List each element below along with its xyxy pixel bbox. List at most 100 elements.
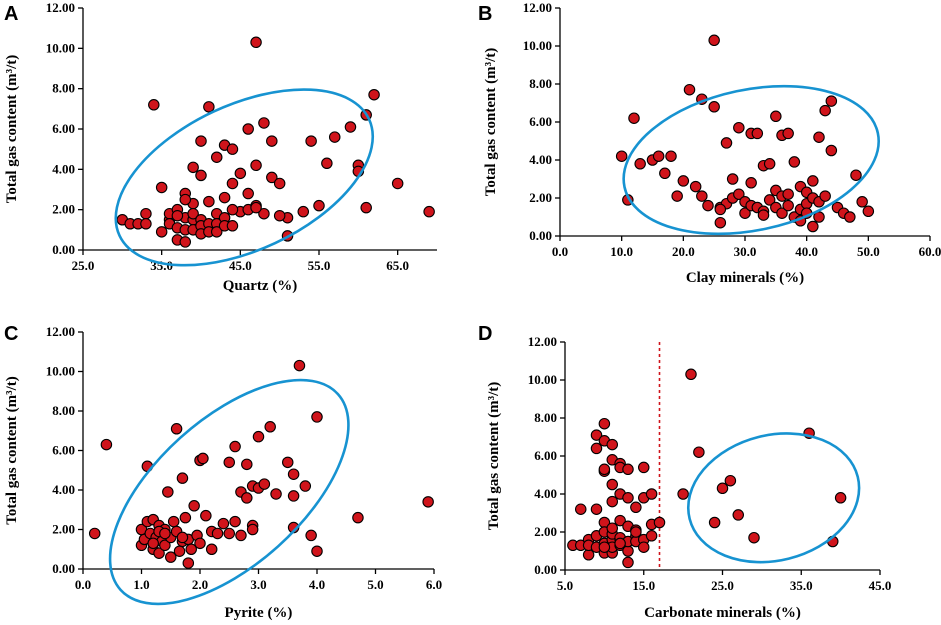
data-point-c [159, 527, 171, 540]
x-tick-label-a: 45.0 [229, 258, 252, 273]
data-point-b [763, 158, 776, 170]
data-point-b [733, 188, 745, 200]
data-point-c [200, 509, 212, 522]
x-tick-label-b: 0.0 [552, 244, 568, 259]
x-tick-label-d: 35.0 [790, 578, 813, 593]
data-point-c [162, 486, 174, 498]
data-point-d [622, 492, 634, 504]
panel-d: D 0.00 2.00 4.00 6.00 8.00 10.00 12.00 5.0 15.0 2… [478, 323, 891, 621]
data-point-b [714, 203, 727, 216]
data-point-c [258, 478, 271, 490]
data-point-a [226, 177, 239, 190]
data-point-d [574, 503, 587, 515]
data-point-a [226, 203, 239, 216]
data-point-a [250, 36, 262, 49]
data-point-b [702, 199, 714, 212]
x-tick-label-a: 65.0 [386, 258, 409, 273]
data-point-c [176, 531, 189, 544]
data-point-c [173, 545, 186, 557]
y-tick-label-c: 2.00 [52, 522, 75, 537]
x-tick-label-d: 5.0 [557, 578, 573, 593]
panel-label-c: C [4, 323, 18, 345]
data-point-a [187, 161, 199, 174]
data-point-c [422, 496, 434, 508]
x-tick-label-c: 6.0 [426, 577, 442, 592]
y-tick-label-a: 6.00 [52, 121, 75, 136]
data-point-c [211, 527, 224, 540]
data-point-a [250, 201, 262, 214]
data-point-a [234, 167, 247, 180]
data-point-d [614, 514, 626, 527]
x-tick-label-d: 45.0 [869, 578, 892, 593]
highlight-ellipse-b [622, 84, 880, 236]
data-point-c [246, 523, 259, 536]
data-point-b [813, 131, 825, 143]
y-tick-label-d: 8.00 [534, 410, 557, 425]
data-point-b [770, 110, 782, 123]
x-axis-label-c: Pyrite (%) [225, 605, 293, 621]
data-point-c [165, 551, 177, 563]
data-point-b [819, 104, 831, 117]
y-axis-label-d: Total gas content (m³/t) [486, 382, 502, 531]
data-point-b [615, 150, 628, 162]
data-point-d [637, 461, 650, 474]
y-axis-label-c: Total gas content (m³/t) [4, 376, 20, 525]
data-point-d [622, 545, 634, 557]
data-point-c [299, 480, 312, 492]
x-tick-label-b: 50.0 [857, 244, 880, 259]
data-point-a [203, 195, 215, 208]
data-point-a [266, 135, 278, 147]
y-tick-label-a: 2.00 [52, 202, 75, 217]
data-point-b [856, 196, 868, 208]
data-point-b [634, 158, 646, 170]
y-tick-label-c: 6.00 [52, 443, 75, 458]
data-point-b [659, 167, 671, 180]
data-point-b [628, 112, 640, 124]
data-point-b [807, 220, 819, 233]
data-point-a [313, 199, 325, 212]
data-point-c [270, 488, 282, 500]
highlight-ellipse-c [108, 378, 350, 606]
data-point-b [825, 95, 838, 107]
data-point-c [147, 537, 159, 550]
data-point-c [194, 537, 206, 550]
data-point-a [258, 117, 270, 129]
data-point-a [344, 121, 357, 133]
data-point-a [273, 209, 286, 222]
data-point-a [242, 187, 254, 200]
data-point-d [724, 474, 737, 487]
data-point-d [693, 446, 705, 458]
highlight-ellipse-d [686, 432, 861, 564]
data-point-a [226, 143, 239, 155]
data-point-c [352, 511, 364, 524]
data-point-a [368, 88, 380, 101]
data-point-d [630, 501, 642, 514]
data-point-b [788, 156, 801, 168]
data-point-b [726, 173, 739, 185]
data-point-d [645, 488, 658, 500]
data-point-b [782, 188, 794, 200]
data-point-a [242, 123, 254, 135]
data-point-d [622, 463, 634, 476]
y-tick-label-b: 10.00 [523, 38, 552, 53]
x-tick-label-c: 5.0 [367, 577, 383, 592]
data-point-b [745, 177, 757, 189]
y-tick-label-d: 2.00 [534, 524, 557, 539]
data-point-b [807, 175, 819, 187]
data-point-a [305, 135, 317, 147]
data-point-b [683, 83, 696, 96]
y-tick-label-a: 8.00 [52, 81, 75, 96]
y-tick-label-a: 4.00 [52, 161, 75, 176]
data-point-c [100, 438, 113, 451]
data-point-d [834, 492, 847, 504]
x-tick-label-c: 1.0 [133, 577, 149, 592]
data-point-b [782, 199, 794, 212]
x-tick-label-b: 60.0 [919, 244, 941, 259]
data-point-b [862, 205, 875, 218]
data-point-a [360, 201, 372, 214]
data-point-d [685, 368, 697, 381]
y-tick-label-a: 0.00 [52, 242, 75, 257]
y-tick-label-d: 12.00 [528, 334, 557, 349]
data-point-b [671, 190, 683, 202]
data-point-a [218, 191, 231, 204]
